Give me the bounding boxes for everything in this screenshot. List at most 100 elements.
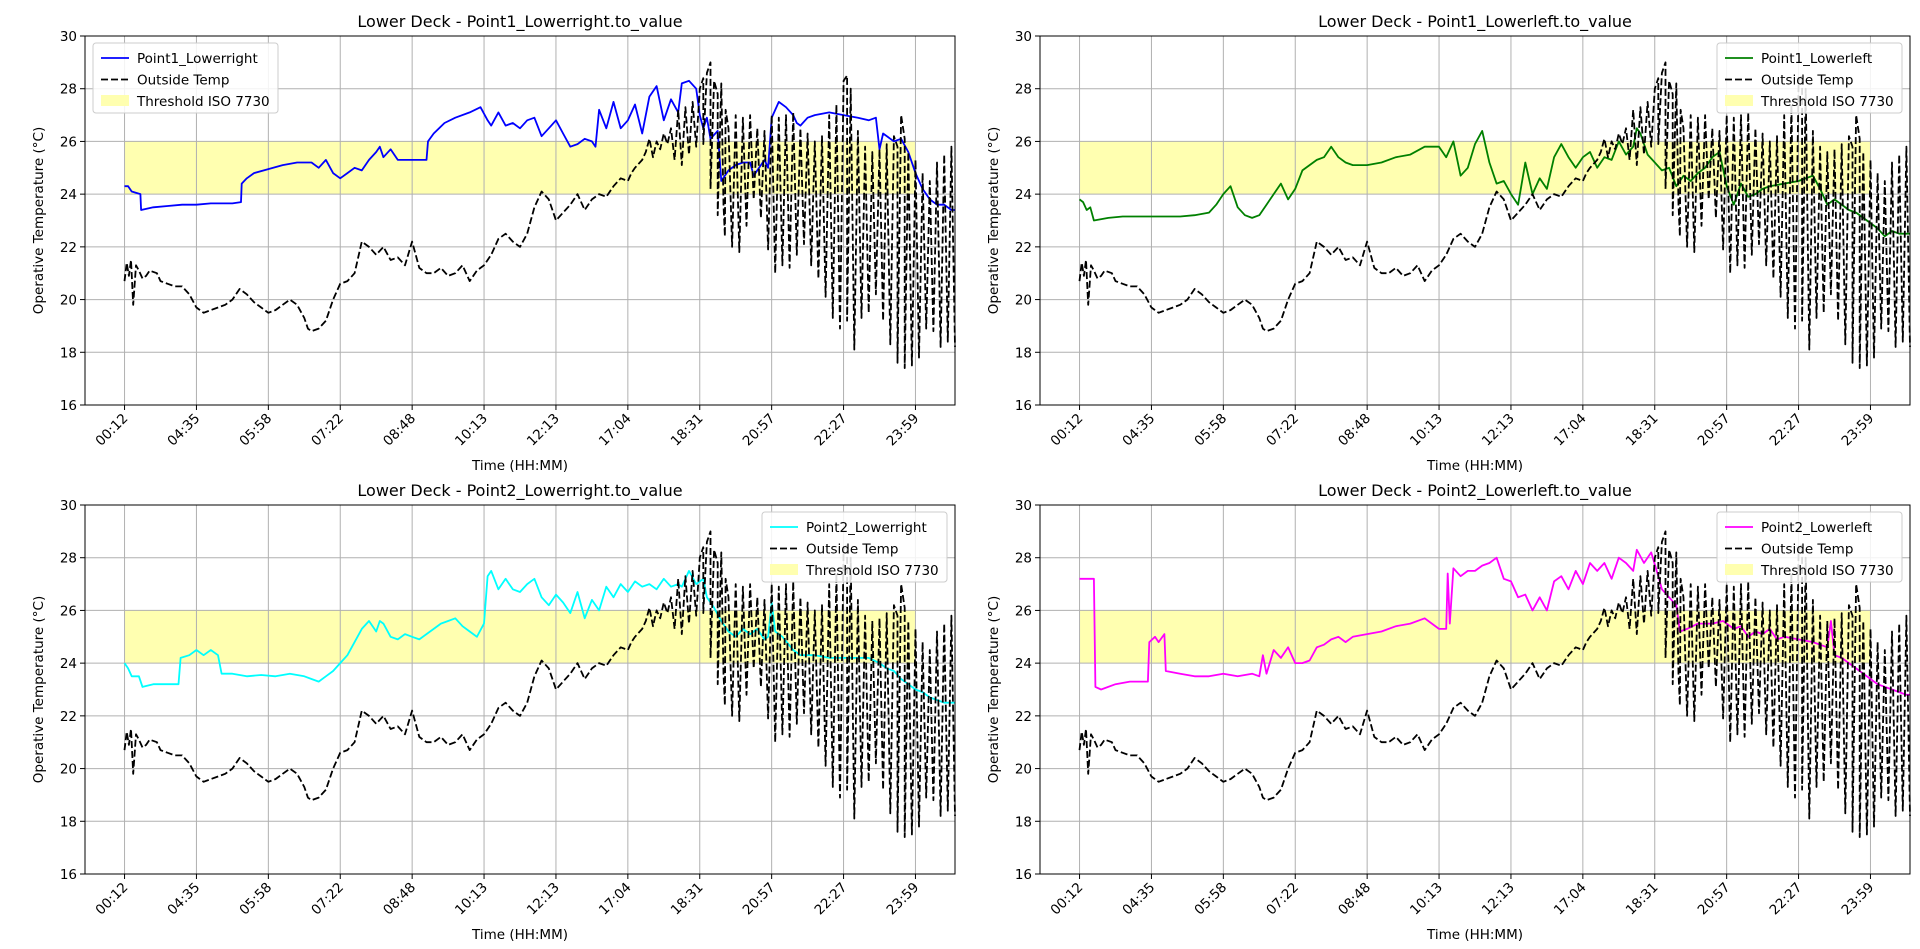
x-tick-label: 23:59 [883, 880, 922, 919]
y-tick-label: 18 [60, 814, 77, 830]
x-tick-label: 18:31 [668, 411, 707, 450]
x-tick-label: 00:12 [93, 411, 132, 450]
legend-box [1716, 42, 1903, 114]
x-tick-label: 04:35 [1119, 411, 1158, 450]
legend-label: Point1_Lowerleft [1761, 51, 1872, 67]
legend: Point1_Lowerright Outside Temp Threshold I… [92, 42, 279, 114]
outside-temp-line [123, 530, 956, 838]
outside-temp-line [123, 61, 956, 369]
legend-box [761, 511, 948, 583]
x-tick-label: 22:27 [1767, 411, 1806, 450]
x-tick-label: 00:12 [1048, 880, 1087, 919]
y-axis-label: Operative Temperature (°C) [986, 127, 1002, 314]
legend-label: Outside Temp [1761, 73, 1853, 89]
x-tick-label: 00:12 [93, 880, 132, 919]
x-tick-label: 10:13 [452, 880, 491, 919]
legend-label: Threshold ISO 7730 [136, 94, 270, 110]
x-axis-label: Time (HH:MM) [1426, 458, 1523, 474]
x-axis-label: Time (HH:MM) [471, 927, 568, 943]
x-tick-label: 22:27 [1767, 880, 1806, 919]
series-line [124, 79, 955, 211]
legend-label: Point1_Lowerright [137, 51, 258, 67]
x-tick-label: 07:22 [308, 880, 347, 919]
series-line [123, 570, 955, 704]
legend-swatch [101, 95, 129, 106]
y-axis-label: Operative Temperature (°C) [31, 596, 47, 783]
y-tick-label: 28 [60, 82, 77, 98]
legend: Point2_Lowerright Outside Temp Threshold I… [761, 511, 948, 583]
x-tick-label: 12:13 [524, 411, 563, 450]
legend-swatch [1725, 95, 1753, 106]
y-tick-label: 26 [1015, 134, 1032, 150]
legend-label: Point2_Lowerleft [1761, 520, 1872, 536]
x-tick-label: 23:59 [883, 411, 922, 450]
y-tick-label: 18 [1015, 814, 1032, 830]
x-tick-label: 17:04 [596, 880, 635, 919]
y-tick-label: 30 [1015, 498, 1032, 514]
legend: Point1_Lowerleft Outside Temp Threshold IS… [1716, 42, 1903, 114]
x-tick-label: 10:13 [1407, 880, 1446, 919]
subplot-top-right: 16 18 20 22 24 26 28 30 00:12 04:35 05:58 07:22 08:4… [986, 12, 1911, 474]
y-tick-label: 26 [60, 134, 77, 150]
y-tick-label: 24 [60, 656, 77, 672]
x-tick-label: 18:31 [1623, 411, 1662, 450]
y-tick-label: 20 [60, 762, 77, 778]
axes-frame [1039, 35, 1911, 406]
y-tick-label: 26 [1015, 603, 1032, 619]
y-tick-label: 20 [60, 293, 77, 309]
y-tick-label: 16 [60, 398, 77, 414]
plot-area: 16 18 20 22 24 26 28 30 00:12 04:35 05:58 07:22 08:4… [1015, 29, 1911, 450]
chart-title: Lower Deck - Point1_Lowerleft.to_value [1318, 12, 1632, 32]
x-tick-label: 17:04 [1551, 411, 1590, 450]
x-tick-label: 18:31 [668, 880, 707, 919]
x-tick-label: 23:59 [1838, 880, 1877, 919]
outside-temp-line [1078, 530, 1911, 838]
threshold-band [124, 141, 916, 195]
y-tick-label: 16 [60, 867, 77, 883]
y-tick-label: 26 [60, 603, 77, 619]
y-tick-label: 22 [1015, 240, 1032, 256]
y-tick-label: 28 [1015, 551, 1032, 567]
legend-label: Outside Temp [806, 542, 898, 558]
y-tick-label: 28 [60, 551, 77, 567]
x-tick-label: 00:12 [1048, 411, 1087, 450]
x-tick-label: 22:27 [812, 880, 851, 919]
axes-frame [1039, 504, 1911, 875]
legend-box [92, 42, 279, 114]
y-tick-label: 20 [1015, 762, 1032, 778]
x-tick-label: 17:04 [596, 411, 635, 450]
y-tick-label: 28 [1015, 82, 1032, 98]
legend: Point2_Lowerleft Outside Temp Threshold IS… [1716, 511, 1903, 583]
legend-swatch [1725, 564, 1753, 575]
threshold-band [124, 610, 916, 664]
y-tick-label: 20 [1015, 293, 1032, 309]
x-axis-label: Time (HH:MM) [471, 458, 568, 474]
y-tick-label: 24 [1015, 656, 1032, 672]
legend-box [1716, 511, 1903, 583]
x-tick-label: 23:59 [1838, 411, 1877, 450]
x-tick-label: 04:35 [164, 411, 203, 450]
legend-label: Threshold ISO 7730 [805, 563, 939, 579]
chart-title: Lower Deck - Point2_Lowerleft.to_value [1318, 481, 1632, 501]
x-tick-label: 08:48 [1335, 880, 1374, 919]
x-tick-label: 04:35 [1119, 880, 1158, 919]
x-tick-label: 12:13 [1479, 880, 1518, 919]
outside-temp-line [1078, 61, 1911, 369]
chart-title: Lower Deck - Point1_Lowerright.to_value [357, 12, 682, 32]
x-tick-label: 08:48 [380, 880, 419, 919]
y-tick-label: 24 [1015, 187, 1032, 203]
legend-label: Threshold ISO 7730 [1760, 94, 1894, 110]
x-axis-label: Time (HH:MM) [1426, 927, 1523, 943]
x-tick-label: 20:57 [1695, 411, 1734, 450]
x-tick-label: 05:58 [236, 880, 275, 919]
y-tick-label: 18 [60, 345, 77, 361]
y-tick-label: 18 [1015, 345, 1032, 361]
x-tick-label: 08:48 [380, 411, 419, 450]
x-tick-label: 22:27 [812, 411, 851, 450]
y-tick-label: 30 [60, 29, 77, 45]
y-tick-label: 22 [60, 240, 77, 256]
subplot-bottom-left: 16 18 20 22 24 26 28 30 00:12 04:35 05:58 07:22 08:4… [31, 481, 956, 943]
legend-label: Outside Temp [1761, 542, 1853, 558]
x-tick-label: 20:57 [1695, 880, 1734, 919]
